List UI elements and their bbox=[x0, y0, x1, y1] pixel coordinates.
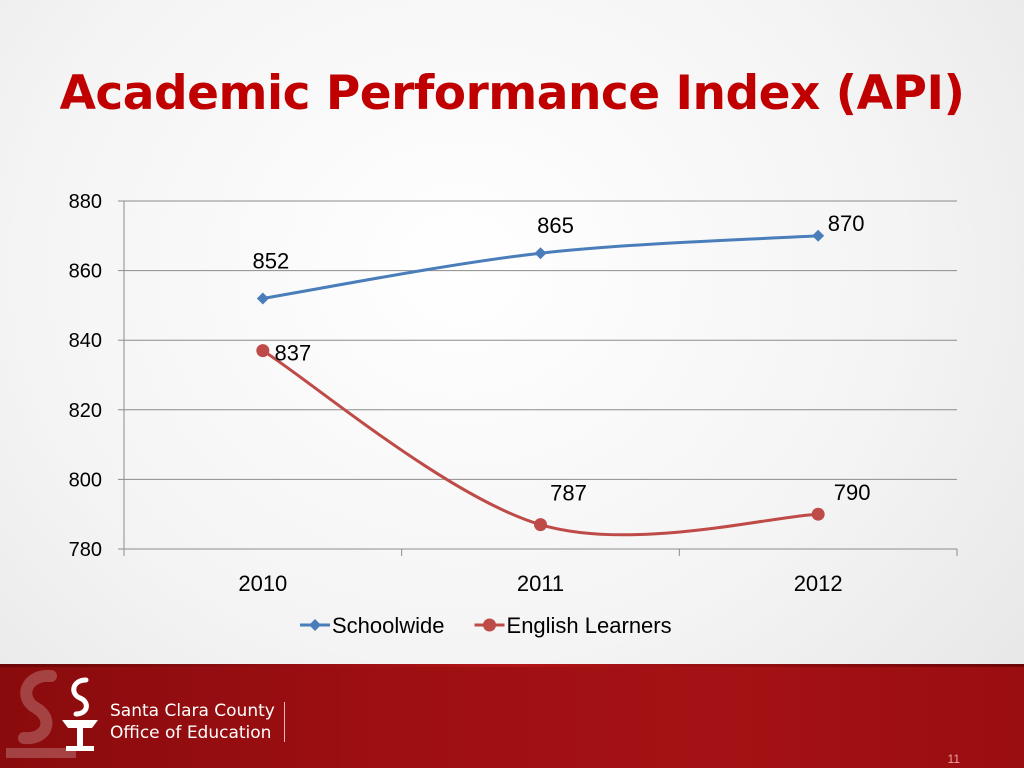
schoolwide-legend-marker bbox=[309, 619, 321, 631]
english-learners-point bbox=[811, 507, 825, 521]
watermark-logo-icon bbox=[6, 669, 76, 758]
line-chart: 780 800 820 840 860 880 2010 2011 2012 852 865 870 8… bbox=[69, 191, 958, 638]
english-learners-data-label: 837 bbox=[274, 341, 311, 366]
page-number: 11 bbox=[947, 752, 960, 766]
slide-title: Academic Performance Index (API) bbox=[59, 66, 965, 121]
schoolwide-legend-label: Schoolwide bbox=[332, 613, 445, 638]
x-tick-label: 2012 bbox=[794, 571, 843, 596]
english-learners-point bbox=[534, 518, 547, 532]
schoolwide-series-line bbox=[262, 234, 819, 300]
y-tick-label: 780 bbox=[69, 539, 102, 561]
y-tick-label: 880 bbox=[69, 191, 102, 213]
footer-divider-line bbox=[0, 664, 1024, 667]
schoolwide-data-label: 865 bbox=[537, 213, 574, 238]
organization-name-line2: Office of Education bbox=[110, 723, 272, 743]
schoolwide-point bbox=[812, 229, 825, 242]
schoolwide-data-label: 870 bbox=[828, 211, 865, 236]
torch-logo-icon bbox=[62, 677, 98, 751]
y-tick-label: 860 bbox=[69, 261, 102, 283]
x-tick-label: 2010 bbox=[238, 571, 287, 596]
english-learners-point bbox=[256, 344, 270, 358]
organization-name-line1: Santa Clara County bbox=[110, 701, 275, 721]
organization-name: Santa Clara County Office of Education bbox=[110, 700, 275, 744]
english-learners-data-label: 787 bbox=[550, 481, 587, 506]
footer-banner: Santa Clara County Office of Education 1… bbox=[0, 664, 1024, 768]
english-learners-data-label: 790 bbox=[834, 480, 871, 505]
schoolwide-point bbox=[256, 292, 269, 305]
y-tick-label: 820 bbox=[69, 400, 102, 422]
english-learners-legend-marker bbox=[483, 618, 497, 632]
english-learners-legend-label: English Learners bbox=[507, 613, 672, 638]
english-learners-series-line bbox=[262, 349, 819, 537]
schoolwide-data-label: 852 bbox=[252, 248, 289, 273]
y-tick-label: 840 bbox=[69, 330, 102, 352]
schoolwide-point bbox=[534, 247, 547, 260]
y-tick-label: 800 bbox=[69, 469, 102, 491]
x-tick-label: 2011 bbox=[517, 571, 564, 596]
organization-divider bbox=[284, 702, 285, 742]
